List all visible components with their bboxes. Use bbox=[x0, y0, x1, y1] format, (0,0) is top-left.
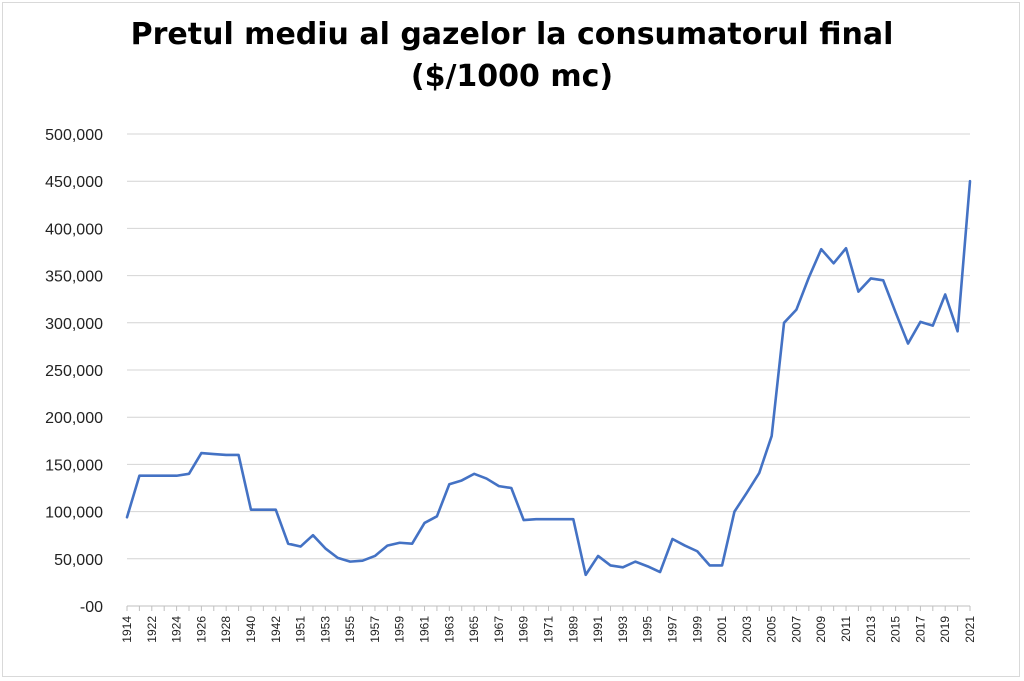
x-tick-label: 1953 bbox=[318, 616, 332, 643]
x-tick-label: 1969 bbox=[517, 616, 531, 643]
series-line bbox=[125, 179, 972, 577]
x-tick-label: 2013 bbox=[864, 616, 878, 643]
x-tick-label: 1989 bbox=[566, 616, 580, 643]
x-tick-label: 1942 bbox=[269, 616, 283, 643]
gridlines bbox=[127, 133, 970, 560]
y-tick-label: 100,000 bbox=[45, 505, 103, 522]
chart-title-line-2: ($/1000 mc) bbox=[410, 59, 614, 94]
axes bbox=[126, 605, 971, 611]
y-tick-label: 500,000 bbox=[45, 127, 103, 144]
x-tick-label: 2017 bbox=[913, 616, 927, 643]
x-tick-label: 2015 bbox=[889, 616, 903, 643]
x-tick-label: 1963 bbox=[442, 616, 456, 643]
x-axis-tick-labels: 1914 1922 1924 1926 1928 1940 1942 1951 1953 1955… bbox=[120, 616, 977, 643]
x-tick-label: 1995 bbox=[641, 616, 655, 643]
y-tick-label: 300,000 bbox=[45, 316, 103, 333]
y-tick-label: 350,000 bbox=[45, 269, 103, 286]
x-tick-label: 1965 bbox=[467, 616, 481, 643]
x-tick-label: 1926 bbox=[194, 616, 208, 643]
chart-title: Pretul mediu al gazelor la consumatorul … bbox=[0, 14, 1024, 98]
y-tick-label: 400,000 bbox=[45, 221, 103, 238]
x-tick-label: 2021 bbox=[963, 616, 977, 643]
x-tick-label: 1959 bbox=[393, 616, 407, 643]
chart-title-line-1: Pretul mediu al gazelor la consumatorul … bbox=[130, 17, 894, 52]
x-tick-label: 1997 bbox=[665, 616, 679, 643]
x-tick-label: 2003 bbox=[740, 616, 754, 643]
x-tick-label: 1955 bbox=[343, 616, 357, 643]
x-tick-label: 2011 bbox=[839, 616, 853, 642]
y-tick-label: -00 bbox=[80, 599, 103, 616]
x-tick-label: 2019 bbox=[938, 616, 952, 643]
x-tick-label: 1999 bbox=[690, 616, 704, 643]
x-tick-label: 1961 bbox=[418, 616, 432, 643]
x-tick-label: 1924 bbox=[170, 616, 184, 643]
x-tick-label: 1957 bbox=[368, 616, 382, 643]
y-axis-tick-labels: -00 50,000 100,000 150,000 200,000 250,000 300… bbox=[45, 127, 103, 616]
x-tick-label: 1993 bbox=[616, 616, 630, 643]
x-tick-label: 1922 bbox=[145, 616, 159, 643]
x-tick-label: 2007 bbox=[789, 616, 803, 643]
x-tick-label: 1967 bbox=[492, 616, 506, 643]
x-tick-label: 1914 bbox=[120, 616, 134, 643]
y-tick-label: 250,000 bbox=[45, 363, 103, 380]
x-tick-label: 1971 bbox=[542, 616, 556, 643]
y-tick-label: 200,000 bbox=[45, 410, 103, 427]
x-tick-label: 2009 bbox=[814, 616, 828, 643]
x-tick-label: 1940 bbox=[244, 616, 258, 643]
y-tick-label: 150,000 bbox=[45, 457, 103, 474]
series-group bbox=[125, 179, 972, 577]
x-tick-label: 1951 bbox=[294, 616, 308, 643]
y-tick-label: 450,000 bbox=[45, 174, 103, 191]
x-tick-label: 1991 bbox=[591, 616, 605, 643]
x-tick-label: 2005 bbox=[765, 616, 779, 643]
x-tick-label: 1928 bbox=[219, 616, 233, 643]
x-tick-label: 2001 bbox=[715, 616, 729, 643]
y-tick-label: 50,000 bbox=[54, 552, 103, 569]
